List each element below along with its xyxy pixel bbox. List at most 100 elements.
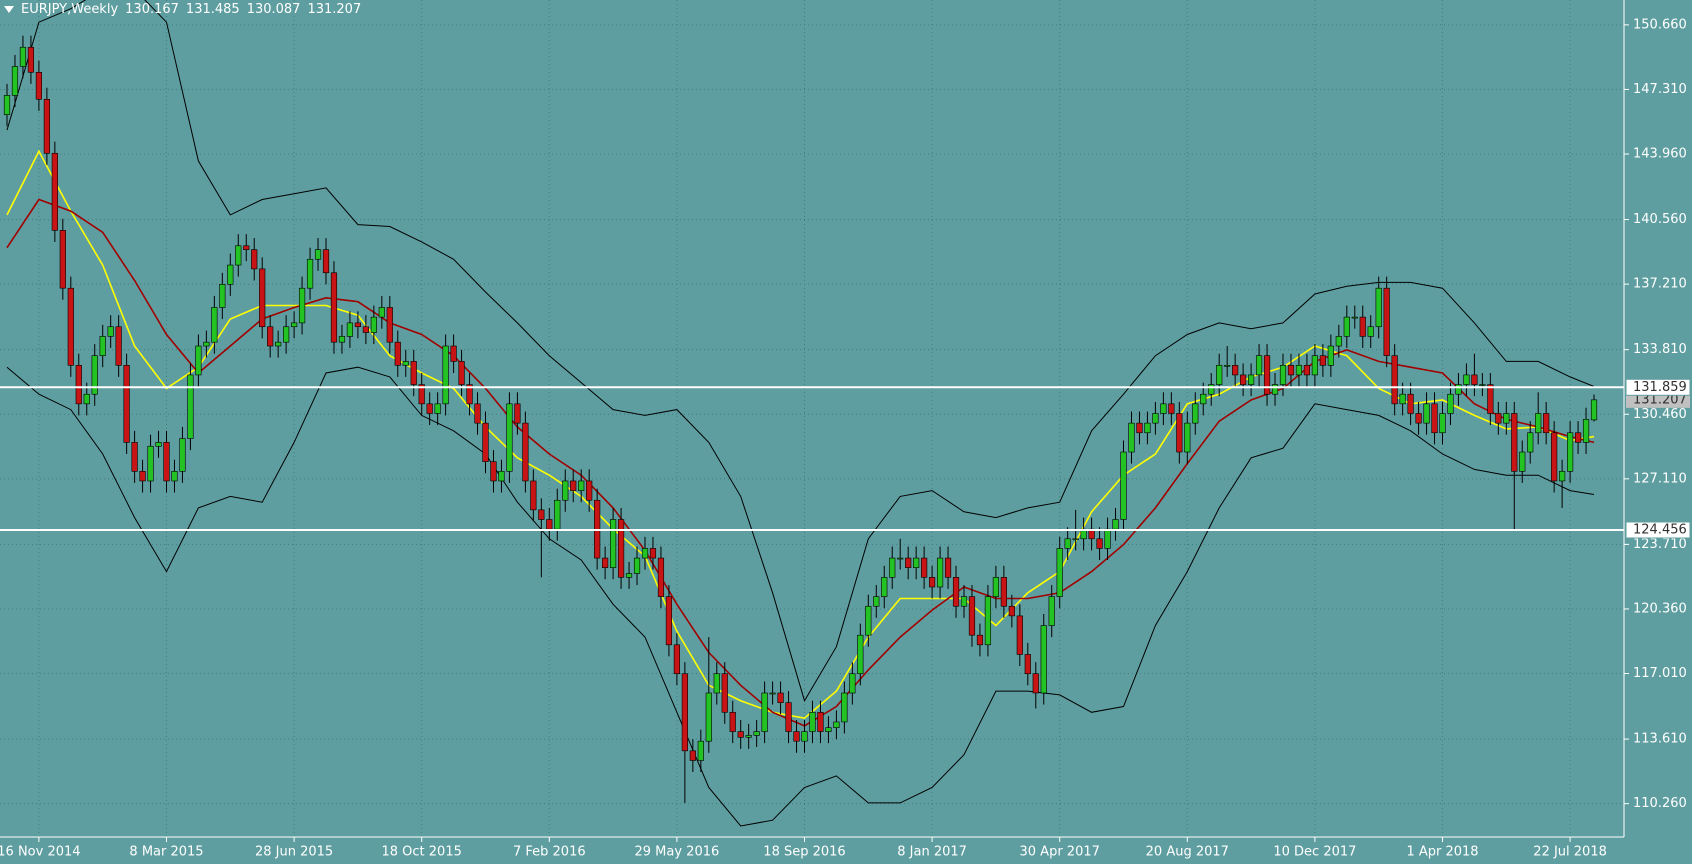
candle-body [1248,374,1255,385]
symbol-title: EURJPY,Weekly [21,2,119,17]
candle-body [378,307,385,318]
candle-body [570,480,577,491]
candle-body [1104,528,1111,549]
candle-body [1519,451,1526,472]
chart-header[interactable]: EURJPY,Weekly 130.167 131.485 130.087 13… [4,2,361,17]
candle-body [649,548,657,559]
candle-body [227,264,234,285]
candle-body [235,245,242,266]
candle-body [131,442,138,472]
candle-body [1511,413,1518,472]
candle-body [1335,336,1342,347]
candle-body [944,557,952,578]
candle-body [1232,364,1239,376]
candle-body [1367,326,1374,337]
candle-body [1096,538,1103,549]
candle-body [1407,393,1414,414]
candle-body [338,336,346,343]
candle-body [1359,316,1366,337]
candle-body [801,731,808,742]
candle-body [482,422,489,462]
candle-body [474,403,481,424]
y-tick-label: 140.560 [1633,212,1687,227]
candle-body [362,326,369,333]
x-tick-label: 7 Feb 2016 [513,845,586,860]
candle-body [1303,364,1311,376]
candle-body [1152,413,1159,424]
candle-body [761,692,768,732]
candle-body [849,673,856,694]
candle-body [1383,287,1390,356]
candle-body [1391,355,1398,405]
plot-area [0,0,1624,827]
candle-body [442,345,449,405]
indicator-line [6,149,1595,719]
candle-body [203,341,210,347]
x-tick-label: 20 Aug 2017 [1146,845,1229,860]
candle-body [976,634,984,646]
candle-body [1375,287,1382,328]
y-tick-label: 147.310 [1633,82,1687,97]
candle-body [1263,355,1271,395]
candle-body [426,403,433,414]
candle-body [873,596,880,607]
candle-body [562,480,569,501]
candle-body [171,471,178,482]
candle-body [1287,364,1295,376]
candle-body [881,577,888,597]
y-tick-label: 150.660 [1633,17,1687,32]
candle-body [960,596,968,607]
candle-body [1487,384,1494,414]
candle-body [1216,364,1223,385]
candle-body [410,361,417,385]
candle-body [1072,538,1079,541]
candle-body [306,258,314,289]
candle-body [625,573,633,578]
candle-body [1192,403,1199,424]
x-tick-label: 1 Apr 2018 [1406,845,1478,860]
candle-body [314,249,322,260]
candle-body [514,403,521,424]
candle-body [370,316,377,333]
candle-body [1120,451,1127,520]
candle-body [952,577,960,607]
indicator-line [6,198,1595,727]
candle-body [19,46,27,67]
candle-body [402,361,409,366]
candle-body [1495,413,1502,424]
open-price: 130.167 [125,2,179,17]
candle-body [27,46,35,73]
candle-body [1311,355,1318,376]
candle-body [498,471,505,482]
candle-body [91,355,98,395]
last-price-label: 131.207 [1633,392,1687,407]
candle-body [187,374,194,439]
indicator-line [6,0,1595,702]
candle-body [1208,384,1215,395]
x-tick-label: 10 Dec 2017 [1273,845,1356,860]
candle-body [928,577,936,588]
candle-body [386,307,393,343]
y-tick-label: 127.110 [1633,471,1687,486]
candle-body [737,731,744,738]
x-tick-label: 18 Sep 2016 [763,845,845,860]
candle-body [1559,471,1566,482]
candle-body [354,322,362,328]
candle-body [43,98,50,154]
last-price-box [1626,391,1690,408]
y-tick-label: 143.960 [1633,147,1687,162]
candle-body [1455,384,1462,395]
candle-body [490,461,497,482]
header-menu-arrow[interactable] [4,6,14,13]
candle-body [75,364,82,405]
candle-body [147,445,154,482]
candle-body [51,152,58,231]
candle-body [1024,654,1031,675]
candle-body [123,364,130,443]
candle-body [1184,422,1191,453]
candle-body [1240,374,1247,385]
candle-body [1056,548,1063,597]
candle-body [817,711,824,732]
